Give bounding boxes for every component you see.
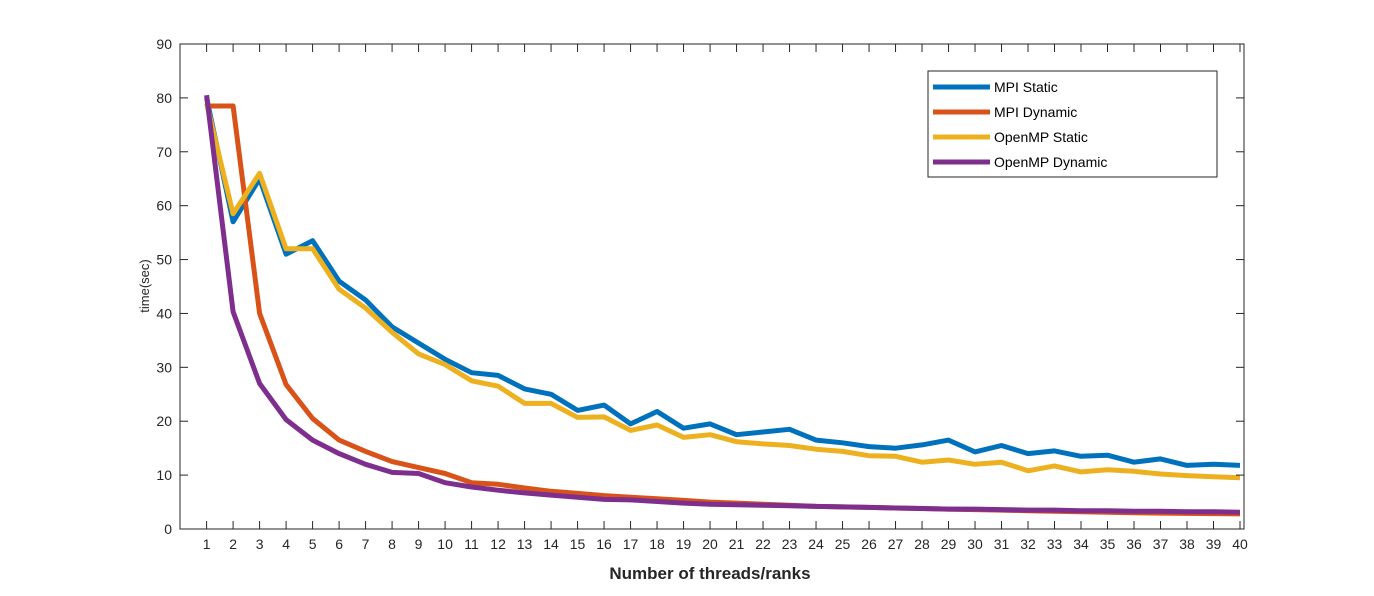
y-tick-label: 80 xyxy=(156,90,172,106)
series-line-openmp-static xyxy=(204,102,1241,481)
y-tick-label: 30 xyxy=(156,359,172,375)
x-tick-label: 40 xyxy=(1232,536,1248,552)
x-tick-label: 3 xyxy=(256,536,264,552)
x-tick-label: 35 xyxy=(1100,536,1116,552)
x-tick-label: 20 xyxy=(702,536,718,552)
y-axis-label: time(sec) xyxy=(137,259,152,312)
x-tick-label: 12 xyxy=(490,536,506,552)
legend-label: OpenMP Dynamic xyxy=(994,154,1107,170)
x-tick-label: 38 xyxy=(1179,536,1195,552)
x-tick-label: 24 xyxy=(808,536,824,552)
x-tick-label: 8 xyxy=(388,536,396,552)
x-tick-label: 6 xyxy=(335,536,343,552)
x-tick-label: 36 xyxy=(1126,536,1142,552)
x-tick-label: 15 xyxy=(570,536,586,552)
x-tick-label: 39 xyxy=(1206,536,1222,552)
x-tick-label: 5 xyxy=(309,536,317,552)
series-line-mpi-static xyxy=(204,97,1241,468)
y-tick-label: 40 xyxy=(156,305,172,321)
x-tick-label: 22 xyxy=(755,536,771,552)
series-line-openmp-dynamic xyxy=(204,94,1241,515)
legend-label: OpenMP Static xyxy=(994,129,1088,145)
y-tick-label: 90 xyxy=(156,36,172,52)
y-axis: 0 10 20 30 40 50 60 70 80 90 xyxy=(156,36,1244,537)
x-tick-label: 4 xyxy=(282,536,290,552)
x-tick-label: 25 xyxy=(835,536,851,552)
y-tick-label: 0 xyxy=(164,521,172,537)
x-tick-label: 11 xyxy=(464,536,479,552)
x-tick-label: 27 xyxy=(888,536,904,552)
x-tick-label: 34 xyxy=(1073,536,1089,552)
legend-label: MPI Static xyxy=(994,79,1058,95)
x-axis: 1 2 3 4 5 6 7 8 9 10 11 12 13 14 15 16 17 18 19 20 21 22 23 24 2… xyxy=(203,44,1248,552)
x-tick-label: 2 xyxy=(229,536,237,552)
x-tick-label: 31 xyxy=(994,536,1010,552)
x-tick-label: 10 xyxy=(437,536,453,552)
x-tick-label: 1 xyxy=(203,536,211,552)
y-tick-label: 50 xyxy=(156,252,172,268)
x-tick-label: 32 xyxy=(1020,536,1036,552)
x-tick-label: 26 xyxy=(861,536,877,552)
x-axis-label: Number of threads/ranks xyxy=(609,564,810,583)
x-tick-label: 16 xyxy=(596,536,612,552)
x-tick-label: 7 xyxy=(362,536,370,552)
legend-label: MPI Dynamic xyxy=(994,104,1077,120)
x-tick-label: 23 xyxy=(782,536,798,552)
legend: MPI Static MPI Dynamic OpenMP Static OpenMP… xyxy=(927,70,1218,178)
y-tick-label: 60 xyxy=(156,198,172,214)
x-tick-label: 13 xyxy=(517,536,533,552)
plot-area-frame xyxy=(179,43,1245,530)
y-tick-label: 20 xyxy=(156,413,172,429)
y-tick-label: 70 xyxy=(156,144,172,160)
x-tick-label: 28 xyxy=(914,536,930,552)
x-tick-label: 33 xyxy=(1047,536,1063,552)
x-tick-label: 17 xyxy=(623,536,639,552)
x-tick-label: 37 xyxy=(1153,536,1169,552)
x-tick-label: 19 xyxy=(676,536,692,552)
series-layer xyxy=(204,94,1241,517)
x-tick-label: 18 xyxy=(649,536,665,552)
x-tick-label: 9 xyxy=(415,536,423,552)
x-tick-label: 30 xyxy=(967,536,983,552)
x-tick-label: 14 xyxy=(543,536,559,552)
x-tick-label: 29 xyxy=(941,536,957,552)
x-tick-label: 21 xyxy=(729,536,745,552)
y-tick-label: 10 xyxy=(156,467,172,483)
